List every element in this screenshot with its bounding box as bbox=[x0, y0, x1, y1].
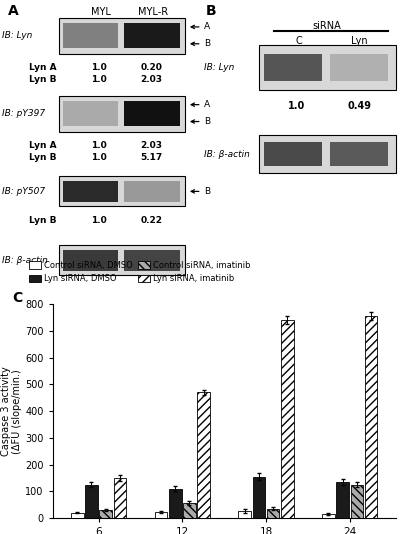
Text: B: B bbox=[206, 4, 217, 19]
Bar bbox=[63, 101, 118, 126]
Bar bbox=[267, 508, 280, 518]
Bar bbox=[59, 18, 185, 54]
Text: IB: pY507: IB: pY507 bbox=[2, 187, 45, 196]
Text: MYL: MYL bbox=[91, 7, 111, 18]
Text: 0.20: 0.20 bbox=[140, 63, 162, 72]
Y-axis label: Caspase 3 activity
(ΔFU (slope/min.): Caspase 3 activity (ΔFU (slope/min.) bbox=[1, 366, 22, 456]
Text: 5.17: 5.17 bbox=[140, 153, 162, 162]
Bar bbox=[281, 320, 294, 518]
Bar bbox=[365, 316, 377, 518]
Bar bbox=[252, 476, 265, 518]
Bar bbox=[198, 392, 210, 518]
Bar bbox=[124, 101, 180, 126]
Text: Lyn A: Lyn A bbox=[29, 141, 57, 150]
Text: Lyn A: Lyn A bbox=[29, 63, 57, 72]
Bar bbox=[169, 489, 181, 518]
Legend: Control siRNA, DMSO, Lyn siRNA, DMSO, Control siRNA, imatinib, Lyn siRNA, imatin: Control siRNA, DMSO, Lyn siRNA, DMSO, Co… bbox=[29, 261, 250, 283]
Text: B: B bbox=[204, 187, 210, 196]
Bar bbox=[183, 503, 196, 518]
Bar bbox=[59, 96, 185, 131]
Text: Lyn B: Lyn B bbox=[29, 216, 57, 225]
Bar bbox=[99, 510, 112, 518]
Bar bbox=[63, 250, 118, 271]
Bar bbox=[63, 23, 118, 49]
Text: C: C bbox=[12, 291, 22, 305]
Text: 1.0: 1.0 bbox=[91, 63, 107, 72]
Bar bbox=[59, 176, 185, 206]
Text: 0.49: 0.49 bbox=[347, 101, 372, 111]
Bar bbox=[124, 250, 180, 271]
Text: Lyn B: Lyn B bbox=[29, 153, 57, 162]
Text: IB: β-actin: IB: β-actin bbox=[204, 150, 250, 159]
Bar bbox=[155, 512, 167, 518]
Text: Lyn B: Lyn B bbox=[29, 75, 57, 84]
Bar bbox=[124, 23, 180, 49]
Text: 0.22: 0.22 bbox=[140, 216, 162, 225]
Text: C: C bbox=[296, 36, 302, 46]
Text: 1.0: 1.0 bbox=[91, 141, 107, 150]
Bar bbox=[337, 482, 349, 518]
Text: 1.0: 1.0 bbox=[288, 101, 305, 111]
Bar bbox=[330, 54, 388, 81]
Text: 1.0: 1.0 bbox=[91, 216, 107, 225]
Text: A: A bbox=[204, 22, 210, 32]
Bar bbox=[59, 245, 185, 275]
Text: A: A bbox=[8, 4, 19, 19]
Text: IB: pY397: IB: pY397 bbox=[2, 109, 45, 118]
Bar bbox=[85, 485, 98, 518]
Text: 2.03: 2.03 bbox=[140, 75, 162, 84]
Text: MYL-R: MYL-R bbox=[138, 7, 168, 18]
Bar bbox=[259, 135, 396, 174]
Text: 2.03: 2.03 bbox=[140, 141, 162, 150]
Bar bbox=[259, 45, 396, 90]
Text: A: A bbox=[204, 100, 210, 109]
Bar bbox=[264, 54, 322, 81]
Text: IB: Lyn: IB: Lyn bbox=[204, 63, 234, 72]
Text: 1.0: 1.0 bbox=[91, 75, 107, 84]
Text: IB: β-actin: IB: β-actin bbox=[2, 256, 48, 265]
Text: siRNA: siRNA bbox=[313, 21, 342, 31]
Text: IB: Lyn: IB: Lyn bbox=[2, 32, 32, 41]
Bar bbox=[114, 478, 126, 518]
Bar bbox=[264, 143, 322, 166]
Text: B: B bbox=[204, 117, 210, 126]
Bar bbox=[330, 143, 388, 166]
Text: B: B bbox=[204, 40, 210, 48]
Text: Lyn: Lyn bbox=[351, 36, 368, 46]
Text: 1.0: 1.0 bbox=[91, 153, 107, 162]
Bar bbox=[124, 181, 180, 202]
Bar bbox=[351, 485, 363, 518]
Bar bbox=[63, 181, 118, 202]
Bar bbox=[322, 514, 335, 518]
Bar bbox=[71, 513, 84, 518]
Bar bbox=[238, 512, 251, 518]
